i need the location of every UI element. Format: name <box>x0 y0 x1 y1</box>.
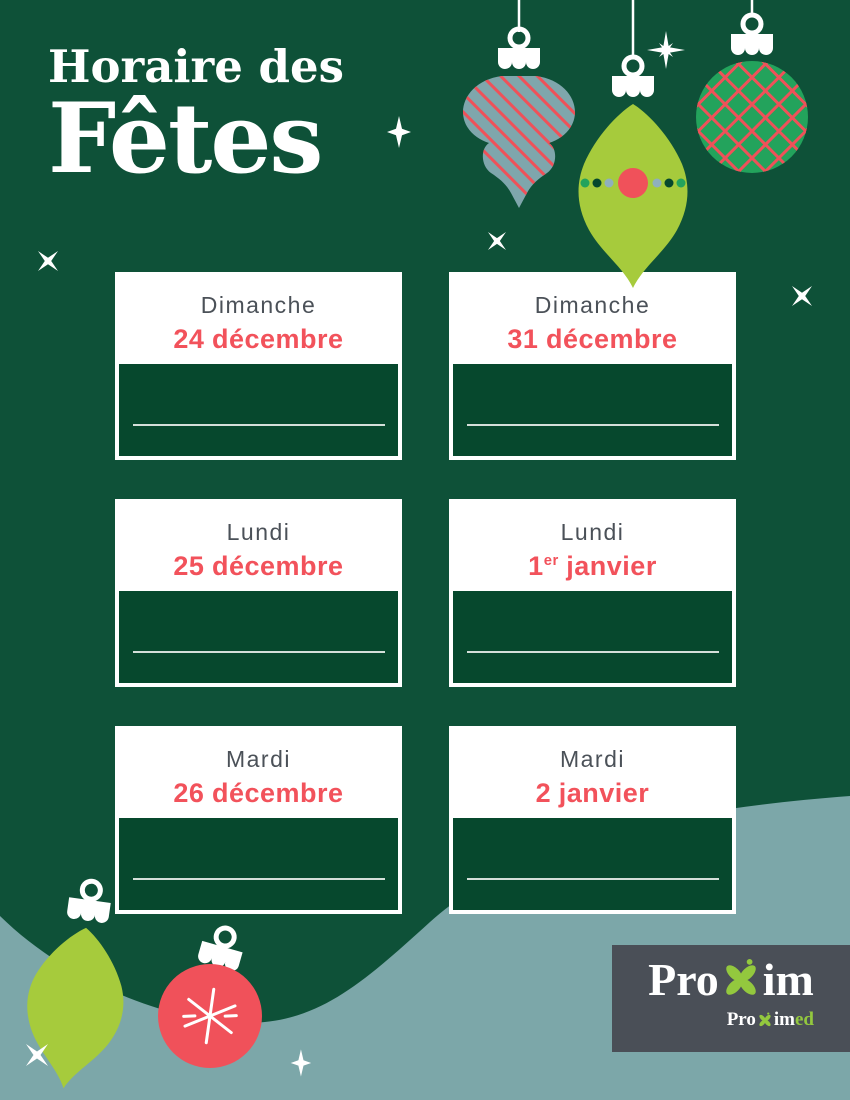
card-hours-line <box>132 878 385 880</box>
card-hours-area <box>453 364 732 456</box>
card-day-label: Lundi <box>226 518 291 545</box>
card-hours-line <box>132 424 385 426</box>
card-hours-area <box>453 818 732 910</box>
sub-logo-text-end: ed <box>795 1009 814 1030</box>
snowflake-icon <box>182 987 238 1045</box>
card-header: Mardi 2 janvier <box>453 730 732 818</box>
proximed-logo: Pro im ed <box>727 1009 814 1031</box>
card-date-label: 24 décembre <box>173 323 344 354</box>
card-header: Dimanche 31 décembre <box>453 276 732 364</box>
sparkle-x-icon <box>487 232 506 251</box>
proximed-x-petals-icon <box>759 1012 771 1026</box>
sparkle-star-icon <box>647 31 685 69</box>
schedule-card-dec24: Dimanche 24 décembre <box>115 272 402 460</box>
sparkle-x-icon <box>38 251 58 271</box>
card-hours-area <box>119 591 398 683</box>
sub-logo-text-pre: Pro <box>726 1009 756 1030</box>
card-day-label: Mardi <box>225 745 291 772</box>
card-date-label: 2 janvier <box>535 777 650 808</box>
card-hours-line <box>466 651 719 653</box>
logo-text-pre: Pro <box>648 954 719 1005</box>
card-hours-area <box>119 818 398 910</box>
sparkle-x-icon <box>792 286 812 306</box>
red-ball-ornament <box>158 923 262 1068</box>
poster-title: Horaire des Fêtes <box>48 44 344 187</box>
card-date-label: 1er janvier <box>528 550 657 581</box>
card-hours-line <box>132 651 385 653</box>
proxim-logo: Pro im <box>612 953 850 1006</box>
card-hours-area <box>453 591 732 683</box>
proxim-logo-box: Pro im Pro <box>612 945 850 1052</box>
card-date-label: 31 décembre <box>507 323 678 354</box>
schedule-card-jan1: Lundi 1er janvier <box>449 499 736 687</box>
card-header: Mardi 26 décembre <box>119 730 398 818</box>
title-line1: Horaire des <box>48 40 344 93</box>
schedule-card-dec31: Dimanche 31 décembre <box>449 272 736 460</box>
schedule-card-jan2: Mardi 2 janvier <box>449 726 736 914</box>
card-day-label: Dimanche <box>200 291 317 318</box>
logo-text-post: im <box>762 954 814 1005</box>
card-day-label: Mardi <box>559 745 625 772</box>
card-date-label: 25 décembre <box>173 550 344 581</box>
card-date-label: 26 décembre <box>173 777 344 808</box>
sparkle-star-icon <box>387 116 411 148</box>
schedule-card-dec25: Lundi 25 décembre <box>115 499 402 687</box>
card-hours-line <box>466 424 719 426</box>
title-line2: Fêtes <box>48 82 323 195</box>
card-header: Dimanche 24 décembre <box>119 276 398 364</box>
card-hours-line <box>466 878 719 880</box>
proxim-x-petals-icon <box>726 958 756 995</box>
sub-logo-text-mid: im <box>773 1009 795 1030</box>
schedule-card-dec26: Mardi 26 décembre <box>115 726 402 914</box>
card-day-label: Lundi <box>560 518 625 545</box>
card-header: Lundi 1er janvier <box>453 503 732 591</box>
card-day-label: Dimanche <box>534 291 651 318</box>
card-header: Lundi 25 décembre <box>119 503 398 591</box>
card-hours-area <box>119 364 398 456</box>
